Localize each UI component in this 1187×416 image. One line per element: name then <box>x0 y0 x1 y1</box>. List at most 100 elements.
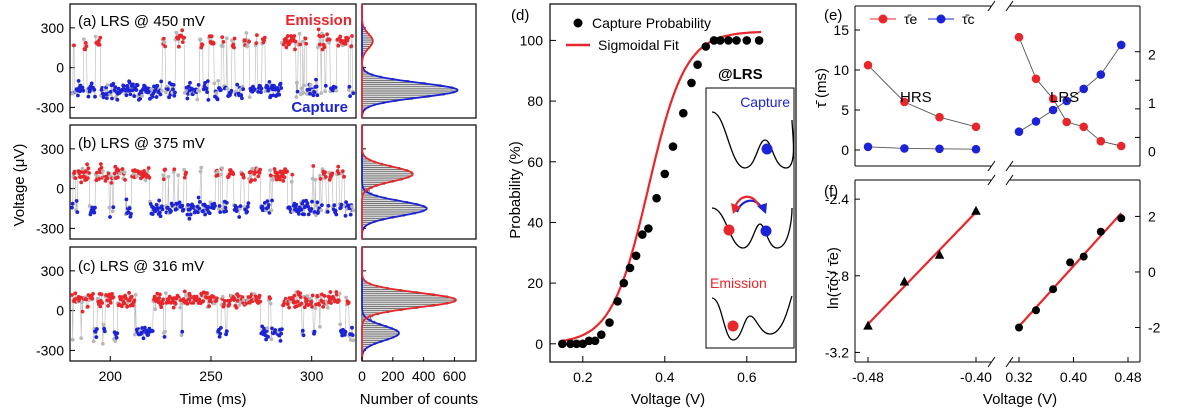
histogram-bar <box>361 86 453 90</box>
panel-e-break-mark <box>987 0 996 12</box>
tau-point <box>1014 127 1024 136</box>
emission-point <box>221 40 226 44</box>
capture-probability-point <box>679 108 688 118</box>
capture-point <box>76 93 80 98</box>
inset-electron-capture-2 <box>760 225 772 237</box>
emission-point <box>185 301 190 306</box>
capture-point <box>115 97 120 102</box>
transition-point <box>133 292 138 297</box>
emission-point <box>72 43 76 48</box>
transition-point <box>295 80 299 85</box>
emission-point <box>295 299 300 304</box>
capture-point <box>301 333 306 338</box>
emission-point <box>285 34 290 38</box>
emission-point <box>161 297 166 302</box>
capture-point <box>343 213 348 218</box>
capture-probability-point <box>584 336 594 346</box>
emission-point <box>182 175 187 180</box>
emission-point <box>291 297 295 302</box>
emission-point <box>310 293 315 298</box>
emission-point <box>125 304 129 309</box>
capture-point <box>262 326 266 331</box>
emission-point <box>109 181 114 185</box>
histogram-bar <box>361 333 399 337</box>
emission-point <box>292 293 297 298</box>
capture-point <box>224 200 229 205</box>
transition-point <box>301 90 306 95</box>
histogram-bar <box>361 92 445 96</box>
x-tick-label: 300 <box>300 368 324 384</box>
capture-point <box>81 88 86 93</box>
panel-f: -3.2 -2.8 -2.4 -2 0 2 -0.48 -0.40 0.32 0.40 0.48 (… <box>824 174 1161 408</box>
capture-point <box>70 205 74 210</box>
capture-point <box>185 96 190 101</box>
emission-point <box>258 167 263 172</box>
emission-point <box>309 299 314 304</box>
transition-point <box>100 341 105 346</box>
emission-point <box>159 305 164 310</box>
transition-point <box>178 305 183 310</box>
y-tick-label: -300 <box>36 342 64 358</box>
capture-point <box>339 205 343 210</box>
emission-point <box>303 36 308 41</box>
capture-point <box>343 330 348 334</box>
emission-point <box>158 292 162 297</box>
transition-point <box>319 91 324 95</box>
capture-point <box>108 89 113 94</box>
capture-probability-point <box>638 230 647 239</box>
transition-point <box>81 37 86 42</box>
capture-probability-point <box>754 36 764 45</box>
y2-tick-label: 0 <box>1148 144 1156 160</box>
transition-point <box>118 171 122 176</box>
emission-point <box>227 302 232 307</box>
capture-point <box>196 210 200 215</box>
emission-point <box>83 41 88 45</box>
transition-point <box>265 326 270 331</box>
inset-arrowhead-emission <box>731 203 741 214</box>
panel-a-marks: -300 0 300 <box>36 20 356 115</box>
emission-point <box>80 309 85 314</box>
capture-probability-point <box>660 169 670 179</box>
transition-point <box>220 166 225 171</box>
capture-probability-point <box>631 251 641 261</box>
capture-point <box>326 203 331 208</box>
tau-point <box>935 112 944 122</box>
capture-point <box>134 88 139 92</box>
tau-point <box>1079 122 1088 132</box>
inset-emission-label: Emission <box>710 275 767 291</box>
panel-f-marks: -3.2 -2.8 -2.4 -2 0 2 -0.48 -0.40 0.32 0.40 0.48 <box>825 174 1161 385</box>
capture-point <box>344 200 348 205</box>
x-tick-label: 0.48 <box>1114 369 1141 385</box>
emission-point <box>342 174 346 179</box>
lrs-ratio-point <box>1066 258 1075 267</box>
capture-point <box>246 201 251 206</box>
emission-point <box>247 39 252 44</box>
capture-point <box>237 215 242 219</box>
panel-e-break-mark <box>1005 0 1014 12</box>
transition-point <box>113 339 118 343</box>
capture-point <box>219 326 223 330</box>
transition-point <box>237 303 242 308</box>
emission-point <box>256 174 261 179</box>
capture-point <box>314 84 319 89</box>
capture-point <box>196 195 201 200</box>
capture-point <box>265 199 270 204</box>
capture-point <box>128 92 133 97</box>
emission-point <box>207 304 212 308</box>
capture-point <box>115 331 120 336</box>
capture-probability-point <box>619 278 629 288</box>
y2-tick-label: -2 <box>1148 320 1161 336</box>
y-tick-label: 5 <box>841 102 849 118</box>
transition-point <box>269 208 274 213</box>
capture-point <box>224 329 229 334</box>
panel-f-label: (f) <box>824 183 838 200</box>
histogram-bar <box>361 205 425 208</box>
y-tick-label: 20 <box>527 275 543 291</box>
capture-point <box>334 212 339 217</box>
emission-point <box>340 169 345 174</box>
emission-point <box>123 178 127 182</box>
capture-point <box>169 209 173 213</box>
hrs-ratio-point <box>899 276 910 286</box>
capture-point <box>320 203 324 208</box>
capture-point <box>102 329 107 334</box>
